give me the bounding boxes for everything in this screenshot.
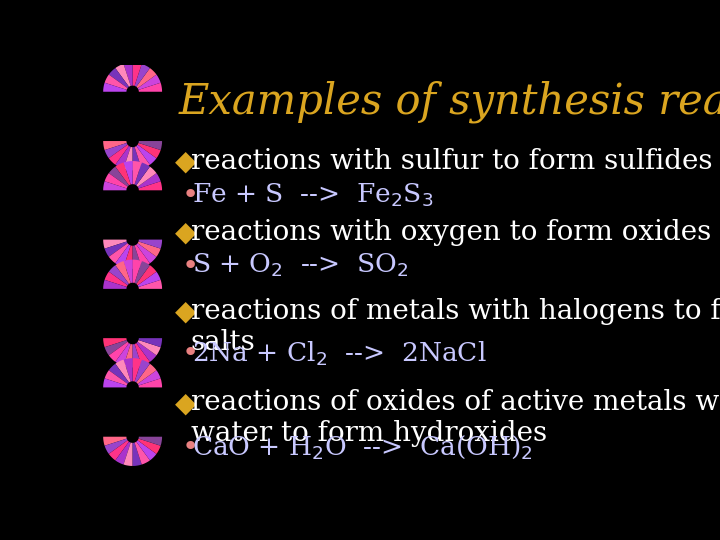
Wedge shape [115, 442, 131, 464]
Wedge shape [124, 260, 132, 283]
Wedge shape [135, 442, 150, 464]
Wedge shape [132, 344, 142, 367]
Wedge shape [138, 181, 162, 190]
Wedge shape [115, 261, 131, 284]
Wedge shape [132, 63, 142, 86]
Wedge shape [135, 343, 150, 366]
Wedge shape [132, 161, 142, 185]
Text: reactions with oxygen to form oxides: reactions with oxygen to form oxides [191, 219, 711, 246]
Wedge shape [109, 167, 129, 187]
Wedge shape [138, 141, 162, 150]
Text: •: • [181, 181, 199, 209]
Wedge shape [104, 370, 127, 386]
Wedge shape [138, 241, 161, 257]
Wedge shape [124, 63, 132, 86]
Wedge shape [136, 68, 156, 88]
Wedge shape [136, 243, 156, 264]
Wedge shape [115, 245, 131, 267]
Text: $\mathregular{}$S + O$_2$  -->  SO$_2$: $\mathregular{}$S + O$_2$ --> SO$_2$ [192, 252, 409, 279]
Wedge shape [135, 146, 150, 169]
Wedge shape [109, 364, 129, 384]
Wedge shape [103, 379, 127, 387]
Text: ◆: ◆ [175, 219, 197, 247]
Wedge shape [135, 360, 150, 382]
Text: $\mathregular{}$2Na + Cl$_2$  -->  2NaCl: $\mathregular{}$2Na + Cl$_2$ --> 2NaCl [192, 339, 487, 368]
Wedge shape [103, 437, 127, 445]
Wedge shape [104, 241, 127, 257]
Wedge shape [138, 340, 161, 355]
Wedge shape [136, 265, 156, 285]
Wedge shape [136, 364, 156, 384]
Wedge shape [124, 443, 132, 466]
Wedge shape [109, 440, 129, 461]
Wedge shape [132, 147, 142, 170]
Text: $\mathregular{}$CaO + H$_2$O  -->  Ca(OH)$_2$: $\mathregular{}$CaO + H$_2$O --> Ca(OH)$… [192, 433, 533, 461]
Wedge shape [109, 243, 129, 264]
Wedge shape [138, 437, 162, 445]
Text: ◆: ◆ [175, 148, 197, 176]
Wedge shape [138, 83, 162, 92]
Text: ◆: ◆ [175, 389, 197, 417]
Wedge shape [136, 342, 156, 362]
Wedge shape [103, 83, 127, 92]
Text: •: • [181, 433, 199, 461]
Wedge shape [124, 358, 132, 382]
Wedge shape [124, 161, 132, 185]
Wedge shape [138, 75, 161, 90]
Wedge shape [138, 338, 162, 347]
Text: reactions of metals with halogens to form
salts: reactions of metals with halogens to for… [191, 298, 720, 356]
Wedge shape [104, 75, 127, 90]
Wedge shape [135, 163, 150, 185]
Wedge shape [138, 370, 161, 386]
Text: •: • [181, 339, 199, 367]
Wedge shape [109, 145, 129, 165]
Wedge shape [115, 360, 131, 382]
Wedge shape [138, 280, 162, 289]
Text: ◆: ◆ [175, 298, 197, 326]
Wedge shape [138, 143, 161, 158]
Wedge shape [135, 261, 150, 284]
Wedge shape [136, 167, 156, 187]
Wedge shape [109, 342, 129, 362]
Wedge shape [138, 272, 161, 287]
Wedge shape [138, 240, 162, 248]
Text: Examples of synthesis reactions: Examples of synthesis reactions [179, 80, 720, 123]
Wedge shape [103, 141, 127, 150]
Wedge shape [115, 163, 131, 185]
Wedge shape [138, 173, 161, 188]
Wedge shape [104, 340, 127, 355]
Text: $\mathregular{}$Fe + S  -->  Fe$_2$S$_3$: $\mathregular{}$Fe + S --> Fe$_2$S$_3$ [192, 181, 434, 209]
Wedge shape [109, 68, 129, 88]
Wedge shape [104, 272, 127, 287]
Wedge shape [138, 438, 161, 454]
Wedge shape [109, 265, 129, 285]
Wedge shape [104, 143, 127, 158]
Wedge shape [136, 145, 156, 165]
Wedge shape [136, 440, 156, 461]
Wedge shape [132, 260, 142, 283]
Wedge shape [124, 147, 132, 170]
Wedge shape [132, 358, 142, 382]
Wedge shape [115, 64, 131, 87]
Wedge shape [103, 280, 127, 289]
Text: •: • [181, 252, 199, 280]
Wedge shape [135, 64, 150, 87]
Text: reactions with sulfur to form sulfides: reactions with sulfur to form sulfides [191, 148, 712, 175]
Wedge shape [103, 240, 127, 248]
Wedge shape [132, 246, 142, 269]
Wedge shape [104, 438, 127, 454]
Wedge shape [124, 246, 132, 269]
Wedge shape [103, 338, 127, 347]
Wedge shape [138, 379, 162, 387]
Wedge shape [135, 245, 150, 267]
Wedge shape [104, 173, 127, 188]
Wedge shape [115, 343, 131, 366]
Text: reactions of oxides of active metals with
water to form hydroxides: reactions of oxides of active metals wit… [191, 389, 720, 447]
Wedge shape [132, 443, 142, 466]
Wedge shape [103, 181, 127, 190]
Wedge shape [115, 146, 131, 169]
Wedge shape [124, 344, 132, 367]
